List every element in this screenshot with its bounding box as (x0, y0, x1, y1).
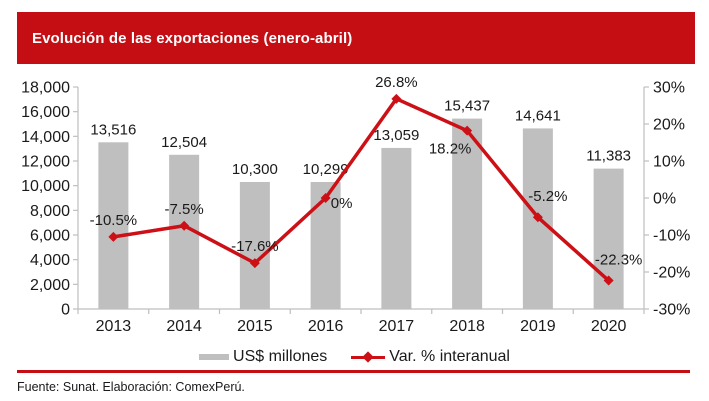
svg-text:16,000: 16,000 (21, 104, 70, 121)
svg-text:10,000: 10,000 (21, 178, 70, 195)
svg-text:2018: 2018 (449, 318, 485, 335)
svg-text:14,641: 14,641 (515, 107, 561, 124)
svg-text:2019: 2019 (520, 318, 556, 335)
svg-text:-20%: -20% (653, 265, 690, 282)
svg-text:2,000: 2,000 (30, 277, 70, 294)
legend-item-bars: US$ millones (199, 348, 327, 366)
legend-item-line: Var. % interanual (351, 348, 510, 366)
svg-text:15,437: 15,437 (444, 98, 490, 115)
svg-text:12,504: 12,504 (161, 134, 207, 151)
footer-divider (17, 370, 690, 373)
svg-text:2016: 2016 (308, 318, 344, 335)
svg-text:0: 0 (61, 302, 70, 319)
svg-text:-5.2%: -5.2% (528, 188, 567, 205)
svg-text:11,383: 11,383 (586, 148, 631, 165)
svg-text:-10%: -10% (653, 228, 690, 245)
svg-text:10%: 10% (653, 154, 685, 171)
svg-text:2015: 2015 (237, 318, 273, 335)
header-banner: Evolución de las exportaciones (enero-ab… (17, 12, 695, 64)
svg-text:2017: 2017 (379, 318, 415, 335)
svg-text:26.8%: 26.8% (375, 74, 418, 91)
legend-label-line: Var. % interanual (389, 348, 510, 365)
svg-text:-30%: -30% (653, 302, 690, 319)
svg-text:-22.3%: -22.3% (595, 252, 643, 269)
source-note: Fuente: Sunat. Elaboración: ComexPerú. (17, 380, 245, 394)
svg-text:18.2%: 18.2% (429, 141, 472, 158)
svg-text:30%: 30% (653, 80, 685, 97)
svg-text:-17.6%: -17.6% (231, 238, 279, 255)
combo-chart-svg: 0 2,000 4,000 6,000 8,000 10,000 12,000 14,000 1… (21, 74, 690, 335)
svg-text:18,000: 18,000 (21, 80, 70, 97)
svg-text:14,000: 14,000 (21, 129, 70, 146)
chart-legend: US$ millones Var. % interanual (0, 347, 709, 367)
svg-text:0%: 0% (331, 195, 353, 212)
svg-text:-7.5%: -7.5% (165, 201, 204, 218)
line-series-marker-icon (351, 351, 386, 363)
svg-text:2020: 2020 (591, 318, 627, 335)
svg-text:20%: 20% (653, 117, 685, 134)
svg-text:6,000: 6,000 (30, 228, 70, 245)
bar-series-swatch-icon (199, 354, 230, 360)
svg-text:12,000: 12,000 (21, 154, 70, 171)
page-title: Evolución de las exportaciones (enero-ab… (32, 29, 353, 47)
svg-text:-10.5%: -10.5% (90, 212, 138, 229)
svg-text:2013: 2013 (96, 318, 132, 335)
svg-text:13,516: 13,516 (90, 121, 136, 138)
svg-text:2014: 2014 (166, 318, 202, 335)
svg-text:8,000: 8,000 (30, 203, 70, 220)
svg-text:4,000: 4,000 (30, 252, 70, 269)
legend-label-bars: US$ millones (233, 348, 328, 365)
chart-area: 0 2,000 4,000 6,000 8,000 10,000 12,000 14,000 1… (21, 74, 690, 335)
svg-text:0%: 0% (653, 191, 676, 208)
svg-text:10,299: 10,299 (303, 161, 349, 178)
svg-text:10,300: 10,300 (232, 161, 278, 178)
svg-text:13,059: 13,059 (373, 127, 419, 144)
